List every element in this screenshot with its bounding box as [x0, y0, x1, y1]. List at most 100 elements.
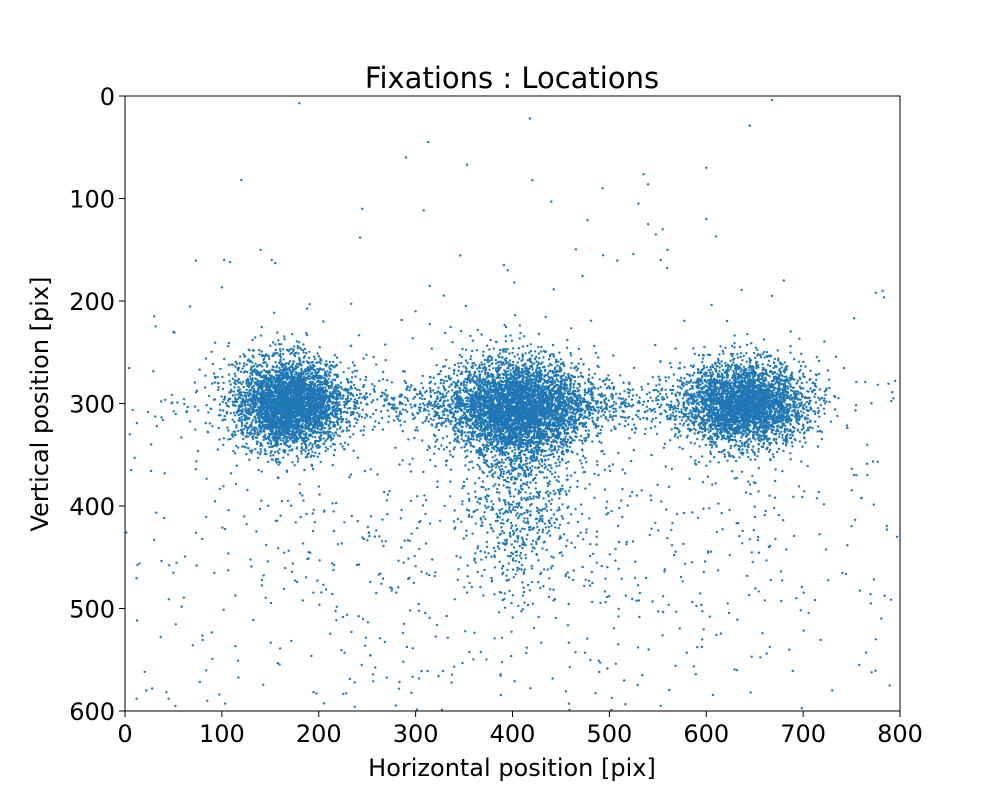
- data-point: [300, 431, 303, 434]
- data-point: [259, 387, 262, 390]
- data-point: [290, 383, 294, 386]
- data-point: [274, 440, 277, 444]
- data-point: [248, 449, 252, 452]
- data-point: [362, 357, 365, 360]
- data-point: [278, 348, 282, 351]
- data-point: [329, 445, 332, 448]
- data-point: [297, 352, 300, 355]
- data-point: [492, 367, 495, 370]
- data-point: [300, 367, 303, 371]
- data-point: [326, 370, 329, 373]
- data-point: [591, 416, 594, 420]
- data-point: [332, 423, 335, 427]
- data-point: [221, 400, 224, 404]
- data-point: [332, 454, 336, 457]
- data-point: [333, 386, 336, 389]
- data-point: [359, 378, 362, 381]
- data-point: [270, 433, 274, 436]
- data-point: [308, 390, 311, 393]
- data-point: [252, 399, 255, 402]
- data-point: [298, 400, 301, 404]
- data-point: [263, 355, 267, 358]
- data-point: [262, 428, 266, 431]
- data-point: [250, 428, 253, 432]
- data-point: [297, 457, 300, 460]
- data-point: [217, 426, 220, 430]
- data-point: [309, 430, 312, 433]
- data-point: [279, 356, 283, 359]
- data-point: [241, 408, 244, 411]
- data-point: [315, 417, 319, 421]
- data-point: [557, 488, 560, 492]
- data-point: [263, 435, 266, 438]
- data-point: [257, 349, 261, 352]
- data-point: [276, 379, 279, 382]
- data-point: [316, 430, 320, 434]
- data-point: [251, 449, 254, 452]
- data-point: [328, 374, 331, 378]
- data-point: [286, 453, 290, 456]
- data-point: [556, 364, 559, 367]
- data-point: [266, 393, 269, 396]
- data-point: [260, 444, 264, 447]
- data-point: [327, 435, 330, 438]
- data-point: [284, 367, 288, 370]
- data-point: [312, 454, 316, 458]
- data-point: [258, 406, 262, 410]
- data-point: [262, 412, 265, 415]
- data-point: [311, 409, 314, 412]
- data-point: [239, 392, 242, 396]
- data-point: [331, 378, 334, 382]
- data-point: [234, 433, 237, 437]
- data-point: [267, 435, 270, 439]
- data-point: [221, 409, 225, 412]
- data-point: [353, 364, 356, 367]
- data-point: [287, 398, 290, 401]
- data-point: [442, 448, 446, 451]
- data-point: [260, 425, 263, 428]
- data-point: [321, 383, 324, 386]
- data-point: [235, 362, 238, 365]
- data-point: [296, 346, 299, 350]
- data-point: [260, 430, 263, 433]
- data-point: [305, 351, 308, 355]
- data-point: [241, 367, 244, 370]
- data-point: [274, 351, 277, 355]
- data-point: [284, 443, 287, 447]
- data-point: [280, 343, 283, 346]
- data-point: [300, 391, 304, 394]
- data-point: [245, 422, 249, 425]
- data-point: [314, 451, 317, 455]
- data-point: [537, 352, 541, 355]
- data-point: [254, 436, 258, 439]
- data-point: [239, 370, 243, 373]
- data-point: [369, 393, 372, 396]
- data-point: [253, 432, 256, 435]
- data-point: [272, 395, 275, 398]
- data-point: [587, 429, 590, 432]
- data-point: [298, 405, 301, 409]
- data-point: [529, 349, 533, 353]
- data-point: [284, 400, 288, 403]
- data-point: [247, 358, 250, 361]
- data-point: [251, 380, 254, 383]
- data-point: [288, 449, 291, 452]
- data-point: [292, 420, 295, 423]
- data-point: [227, 341, 231, 345]
- data-point: [353, 369, 356, 373]
- data-point: [264, 399, 267, 402]
- data-point: [271, 419, 275, 423]
- data-point: [345, 426, 349, 429]
- data-point: [267, 427, 270, 430]
- data-point: [311, 380, 314, 384]
- data-point: [291, 461, 294, 464]
- data-point: [224, 401, 228, 405]
- data-point: [262, 358, 265, 362]
- data-point: [233, 414, 237, 417]
- data-point: [295, 439, 299, 442]
- data-point: [281, 370, 285, 373]
- data-point: [277, 339, 280, 342]
- data-point: [277, 463, 280, 466]
- data-point: [245, 382, 248, 385]
- data-point: [242, 428, 246, 431]
